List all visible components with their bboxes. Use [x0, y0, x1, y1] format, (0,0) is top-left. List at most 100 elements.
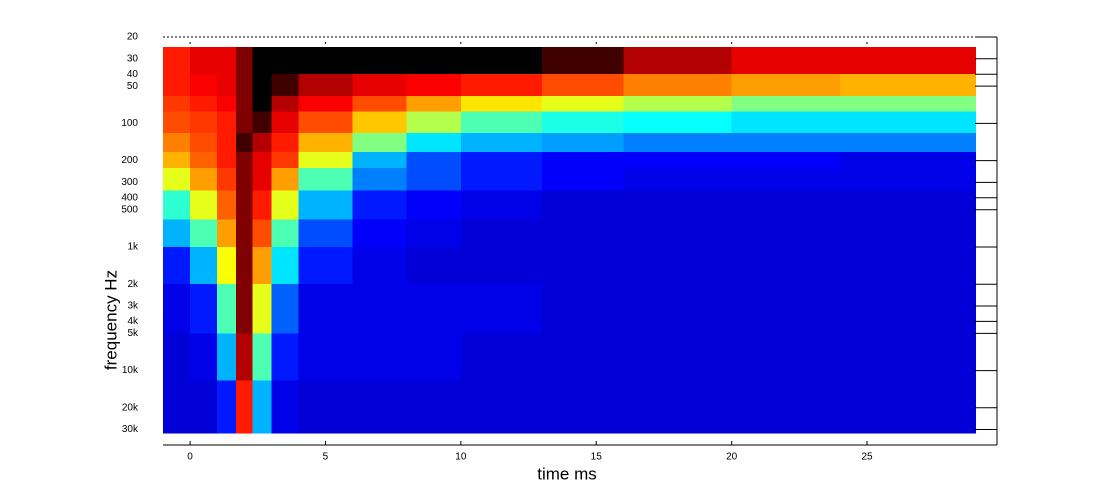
heatmap-cell [542, 95, 624, 112]
heatmap-cell [271, 284, 299, 334]
heatmap-cell [298, 284, 354, 334]
heatmap-cell [217, 95, 237, 112]
heatmap-cell [460, 190, 543, 221]
y-tick-label: 20k [122, 402, 139, 413]
heatmap-cell [190, 46, 218, 75]
x-tick-label: 5 [323, 452, 329, 463]
heatmap-cell [623, 380, 733, 434]
heatmap-cell [236, 333, 253, 381]
heatmap-cell [252, 284, 272, 334]
heatmap-cell [271, 46, 299, 75]
heatmap-cell [623, 219, 733, 248]
heatmap-cell [731, 168, 841, 192]
y-tick-label: 10k [122, 365, 139, 376]
heatmap-cell [236, 74, 253, 97]
heatmap-cell [839, 111, 976, 134]
heatmap-cell [731, 133, 841, 153]
heatmap-cell [406, 74, 462, 97]
heatmap-cell [252, 95, 272, 112]
heatmap-cell [542, 46, 624, 75]
heatmap-cell [236, 133, 253, 153]
heatmap-cell [163, 133, 191, 153]
heatmap-cell [217, 380, 237, 434]
y-tick-label: 200 [121, 155, 138, 166]
heatmap-cell [623, 74, 733, 97]
heatmap-cell [460, 46, 543, 75]
heatmap-cell [163, 246, 191, 285]
heatmap-cell [252, 133, 272, 153]
heatmap-cell [623, 111, 733, 134]
heatmap-cell [460, 246, 543, 285]
heatmap-cell [623, 46, 733, 75]
heatmap-cell [406, 380, 462, 434]
heatmap-cell [298, 95, 354, 112]
heatmap-cell [190, 168, 218, 192]
heatmap-cell [731, 111, 841, 134]
x-tick-label: 20 [726, 452, 738, 463]
heatmap-cell [542, 284, 624, 334]
heatmap-cell [298, 74, 354, 97]
heatmap-cell [190, 74, 218, 97]
heatmap-cell [352, 190, 408, 221]
heatmap-cell [460, 284, 543, 334]
heatmap-cell [352, 111, 408, 134]
y-tick-label: 2k [127, 279, 139, 290]
heatmap-cell [542, 333, 624, 381]
heatmap-cell [406, 190, 462, 221]
heatmap-cell [839, 284, 976, 334]
heatmap-cell [839, 133, 976, 153]
heatmap-cell [217, 284, 237, 334]
heatmap-cell [252, 246, 272, 285]
heatmap-cell [542, 133, 624, 153]
y-tick-label: 300 [121, 177, 138, 188]
heatmap-cell [298, 133, 354, 153]
heatmap-cell [190, 133, 218, 153]
heatmap-cell [236, 190, 253, 221]
heatmap-cell [236, 168, 253, 192]
y-tick-label: 50 [127, 81, 139, 92]
heatmap-cell [352, 151, 408, 169]
heatmap-cell [352, 95, 408, 112]
heatmap-cell [623, 333, 733, 381]
heatmap-cell [236, 246, 253, 285]
heatmap-cell [731, 151, 841, 169]
heatmap-cell [542, 151, 624, 169]
heatmap-cell [236, 151, 253, 169]
heatmap-cell [406, 133, 462, 153]
heatmap-cell [271, 168, 299, 192]
heatmap-cell [623, 190, 733, 221]
heatmap-cell [406, 111, 462, 134]
heatmap-cell [271, 74, 299, 97]
heatmap-cell [236, 46, 253, 75]
heatmap-cell [217, 46, 237, 75]
heatmap-cell [252, 168, 272, 192]
heatmap-cell [271, 133, 299, 153]
heatmap-cell [731, 219, 841, 248]
y-axis-title: frequency Hz [101, 270, 120, 370]
x-axis-title: time ms [537, 464, 597, 483]
heatmap-cell [252, 111, 272, 134]
heatmap-cell [190, 151, 218, 169]
heatmap-cell [460, 74, 543, 97]
heatmap-cell [352, 74, 408, 97]
heatmap-cell [352, 380, 408, 434]
heatmap-cell [542, 380, 624, 434]
heatmap-cell [542, 190, 624, 221]
heatmap-cell [352, 333, 408, 381]
heatmap-cell [252, 46, 272, 75]
heatmap-cell [542, 219, 624, 248]
y-tick-label: 3k [127, 301, 139, 312]
heatmap-cell [252, 219, 272, 248]
heatmap-cell [252, 190, 272, 221]
heatmap-cell [352, 168, 408, 192]
heatmap-cell [236, 219, 253, 248]
heatmap [163, 46, 976, 434]
heatmap-cell [217, 333, 237, 381]
heatmap-cell [839, 46, 976, 75]
heatmap-cell [163, 190, 191, 221]
heatmap-cell [839, 151, 976, 169]
heatmap-cell [623, 151, 733, 169]
heatmap-cell [163, 219, 191, 248]
heatmap-cell [406, 168, 462, 192]
heatmap-cell [839, 95, 976, 112]
